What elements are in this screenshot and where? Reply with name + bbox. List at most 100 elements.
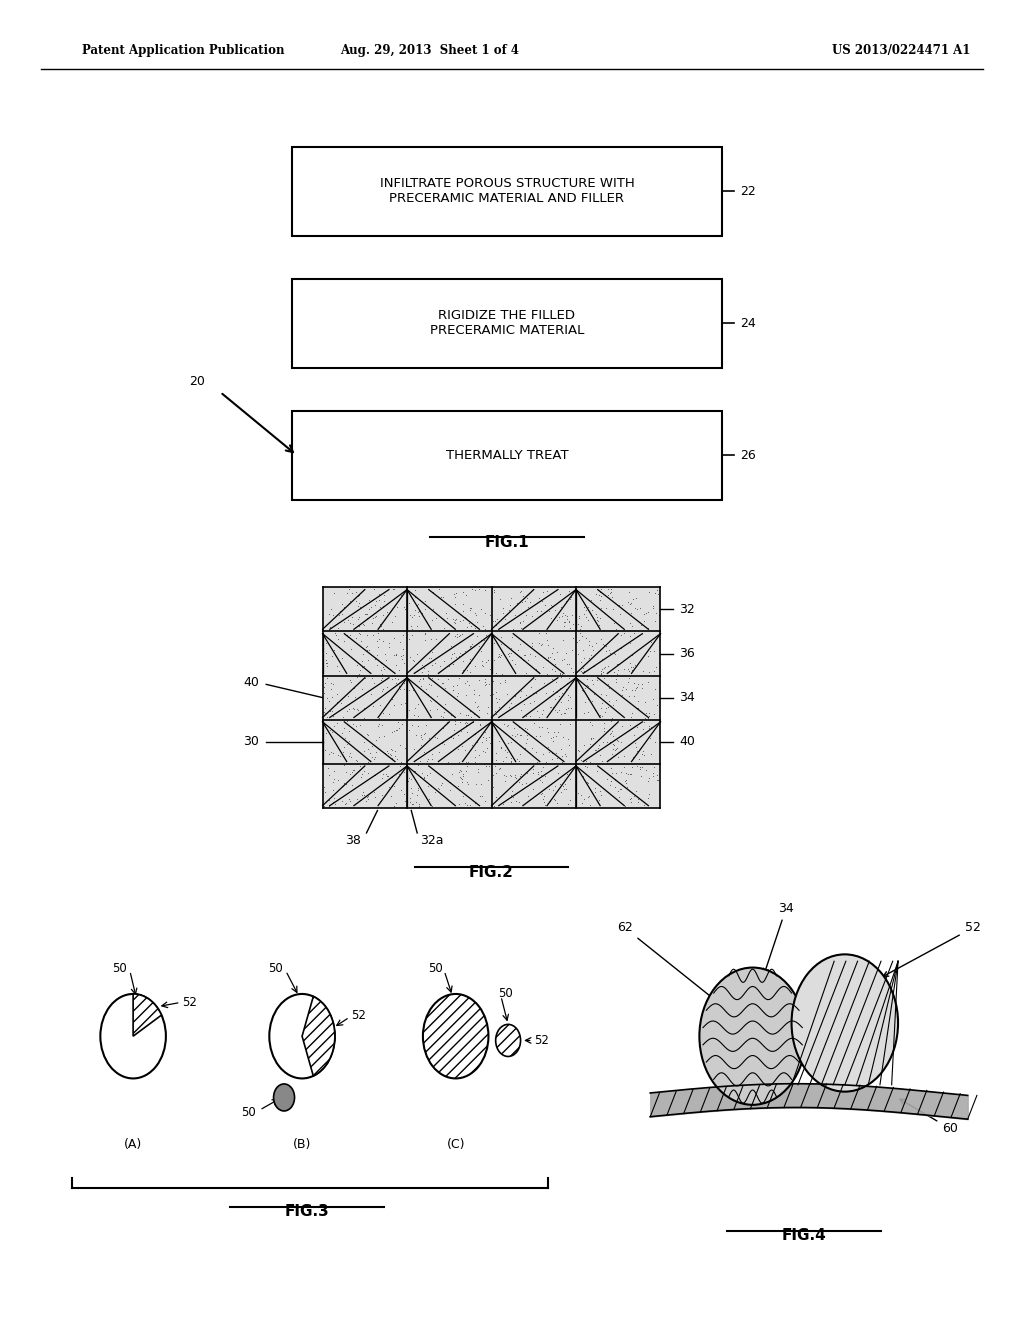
Point bbox=[389, 597, 406, 618]
Point bbox=[528, 700, 545, 721]
Point bbox=[554, 649, 570, 671]
Point bbox=[534, 634, 550, 655]
Point bbox=[413, 676, 429, 697]
Point bbox=[436, 702, 453, 723]
Point bbox=[534, 704, 550, 725]
Point bbox=[468, 774, 484, 795]
Point bbox=[359, 738, 376, 759]
Point bbox=[404, 793, 421, 814]
Point bbox=[608, 763, 625, 784]
Point bbox=[355, 595, 372, 616]
Point bbox=[356, 741, 373, 762]
Point bbox=[564, 661, 581, 682]
Point bbox=[599, 583, 615, 605]
Point bbox=[351, 615, 368, 636]
Point bbox=[366, 578, 382, 599]
Point bbox=[378, 602, 394, 623]
Point bbox=[391, 718, 408, 739]
Point bbox=[416, 742, 432, 763]
Point bbox=[637, 690, 653, 711]
Point bbox=[609, 729, 626, 750]
Point bbox=[315, 682, 332, 704]
Point bbox=[350, 606, 367, 627]
Point bbox=[540, 737, 556, 758]
Point bbox=[516, 590, 532, 611]
Point bbox=[503, 748, 519, 770]
Point bbox=[560, 585, 577, 606]
Point bbox=[587, 777, 603, 799]
Point bbox=[316, 698, 333, 719]
Point bbox=[518, 663, 535, 684]
Point bbox=[407, 760, 423, 781]
Point bbox=[356, 784, 373, 805]
Point bbox=[326, 715, 342, 737]
Point bbox=[424, 668, 440, 689]
Point bbox=[616, 659, 633, 680]
Point bbox=[503, 610, 519, 631]
Point bbox=[605, 733, 622, 754]
Point bbox=[321, 743, 337, 764]
Point bbox=[598, 768, 614, 789]
Point bbox=[449, 647, 465, 668]
Point bbox=[520, 597, 537, 618]
Point bbox=[548, 726, 564, 747]
Point bbox=[602, 747, 618, 768]
Point bbox=[530, 706, 547, 727]
Point bbox=[599, 673, 615, 694]
Point bbox=[419, 750, 435, 771]
Point bbox=[614, 676, 631, 697]
Point bbox=[335, 775, 351, 796]
Point bbox=[459, 585, 475, 606]
Point bbox=[471, 700, 487, 721]
Point bbox=[470, 744, 486, 766]
Point bbox=[595, 731, 611, 752]
Point bbox=[404, 680, 421, 701]
Point bbox=[374, 681, 390, 702]
Point bbox=[547, 789, 563, 810]
Point bbox=[374, 785, 390, 807]
Point bbox=[371, 715, 387, 737]
Point bbox=[446, 626, 463, 647]
Point bbox=[328, 624, 344, 645]
Point bbox=[360, 639, 377, 660]
Point bbox=[540, 718, 556, 739]
Point bbox=[420, 684, 436, 705]
Point bbox=[641, 715, 657, 737]
Point bbox=[626, 747, 642, 768]
Text: FIG.3: FIG.3 bbox=[285, 1204, 330, 1220]
Point bbox=[410, 593, 426, 614]
Point bbox=[410, 693, 426, 714]
Point bbox=[349, 751, 366, 772]
Circle shape bbox=[423, 994, 488, 1078]
Point bbox=[613, 680, 630, 701]
Point bbox=[447, 609, 464, 630]
Point bbox=[651, 723, 668, 744]
Point bbox=[557, 743, 573, 764]
Point bbox=[515, 693, 531, 714]
Point bbox=[592, 590, 608, 611]
Text: 22: 22 bbox=[740, 185, 756, 198]
Point bbox=[386, 645, 402, 667]
Text: FIG.4: FIG.4 bbox=[781, 1228, 826, 1243]
Point bbox=[591, 789, 607, 810]
Point bbox=[454, 619, 470, 640]
Point bbox=[503, 587, 519, 609]
Point bbox=[353, 631, 370, 652]
Point bbox=[510, 640, 526, 661]
Point bbox=[349, 585, 366, 606]
Point bbox=[469, 760, 485, 781]
Point bbox=[476, 721, 493, 742]
Point bbox=[424, 610, 440, 631]
Point bbox=[490, 730, 507, 751]
Point bbox=[386, 694, 402, 715]
Point bbox=[412, 606, 428, 627]
Point bbox=[605, 642, 622, 663]
Point bbox=[552, 767, 568, 788]
Point bbox=[601, 690, 617, 711]
Point bbox=[547, 775, 563, 796]
Point bbox=[421, 727, 437, 748]
Point bbox=[476, 602, 493, 623]
Point bbox=[458, 739, 474, 760]
Point bbox=[504, 780, 520, 801]
Point bbox=[532, 601, 549, 622]
